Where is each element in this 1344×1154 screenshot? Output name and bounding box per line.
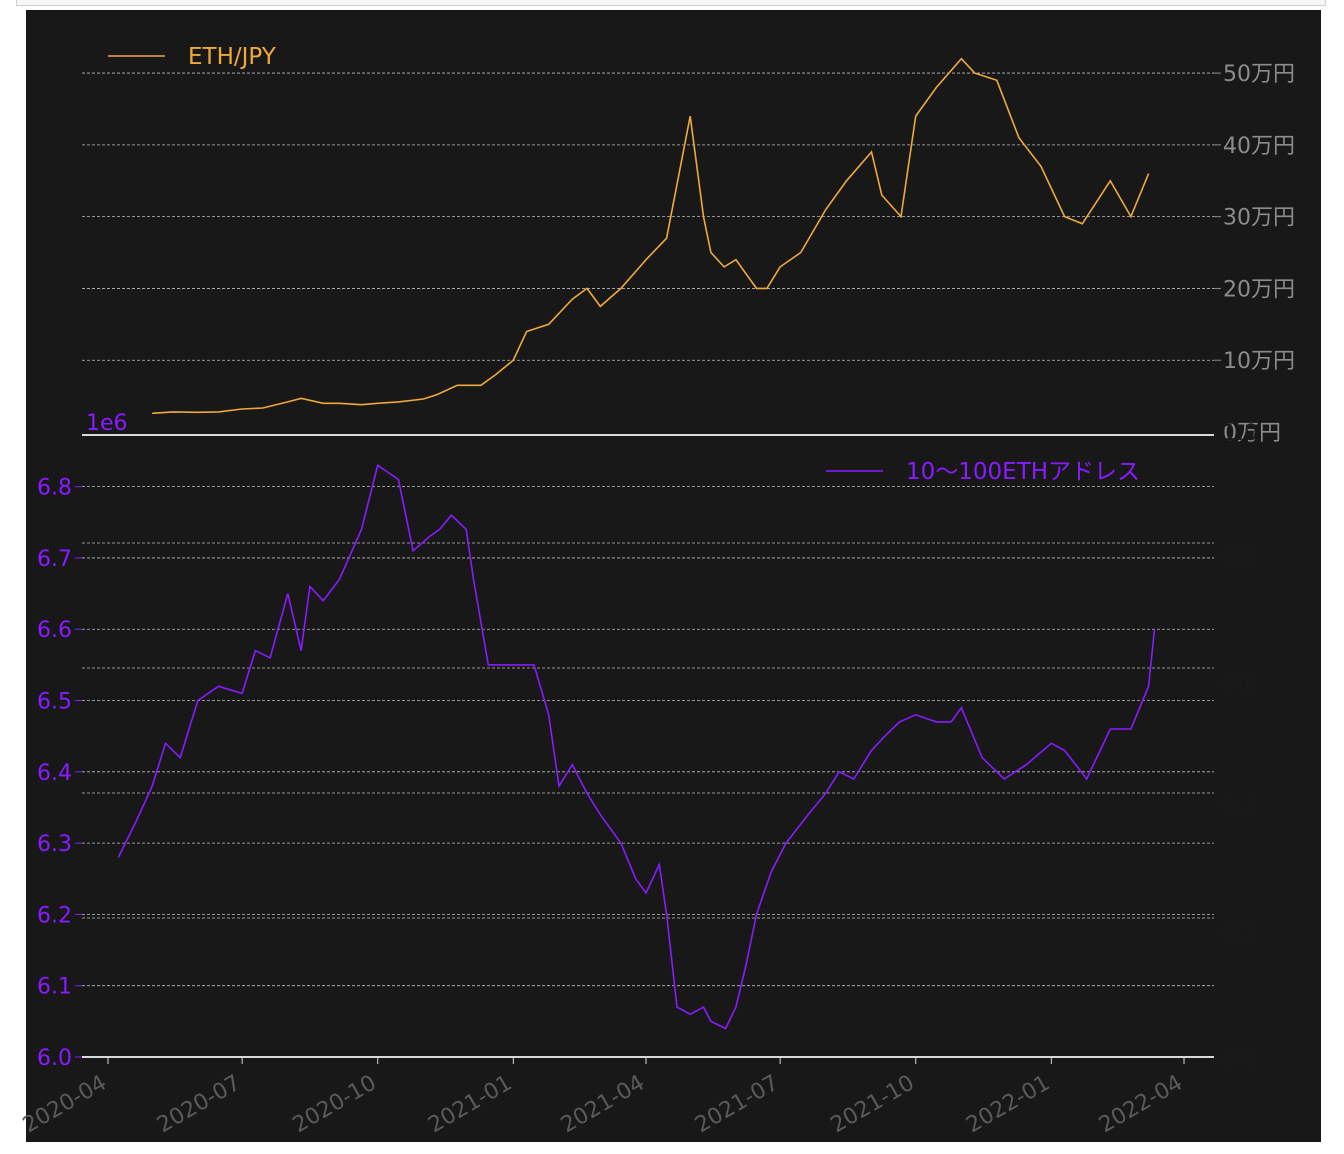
left-y-tick-label: 6.1 <box>37 975 72 1000</box>
right-y-tick-label: 0.8 <box>1223 546 1258 571</box>
bottom-panel-right-y-ticks: 0.0 0.2 0.4 0.6 0.8 1.0 <box>1214 421 1258 1071</box>
top-legend: ETH/JPY <box>108 44 277 70</box>
left-y-tick-label: 6.2 <box>37 903 72 928</box>
left-axis-scale-label: 1e6 <box>86 411 128 436</box>
top-panel-y-ticks: 0万円 10万円 20万円 30万円 40万円 50万円 <box>1214 62 1295 446</box>
window-frame-strip <box>16 0 1326 6</box>
right-y-tick-label: 0.0 <box>1223 1046 1258 1071</box>
left-y-tick-label: 6.0 <box>37 1046 72 1071</box>
right-y-tick-label: 0.6 <box>1223 671 1258 696</box>
bottom-legend: 10〜100ETHアドレス <box>826 459 1140 485</box>
left-y-tick-label: 6.7 <box>37 547 72 572</box>
right-y-tick-label: 1.0 <box>1223 421 1258 446</box>
top-y-tick-label: 40万円 <box>1223 134 1295 159</box>
legend-label-eth-jpy: ETH/JPY <box>188 44 277 70</box>
top-panel-gridlines <box>82 72 1214 361</box>
bottom-panel-gridlines-left-scale <box>82 486 1214 987</box>
right-y-tick-label: 0.4 <box>1223 796 1258 821</box>
eth-jpy-price-line <box>152 57 1150 415</box>
left-y-tick-label: 6.3 <box>37 832 72 857</box>
bottom-panel-left-y-ticks: 6.0 6.1 6.2 6.3 6.4 6.5 6.6 6.7 6.8 <box>37 476 82 1071</box>
top-y-tick-label: 0万円 <box>1223 421 1281 446</box>
left-y-tick-label: 6.4 <box>37 761 72 786</box>
bottom-panel-gridlines-right-scale <box>82 542 1214 919</box>
right-y-tick-label: 0.2 <box>1223 921 1258 946</box>
top-y-tick-label: 50万円 <box>1223 62 1295 87</box>
top-y-tick-label: 30万円 <box>1223 206 1295 231</box>
left-y-tick-label: 6.5 <box>37 690 72 715</box>
legend-label-addresses: 10〜100ETHアドレス <box>906 459 1140 485</box>
left-y-tick-label: 6.6 <box>37 618 72 643</box>
top-y-tick-label: 20万円 <box>1223 277 1295 302</box>
address-count-line <box>117 463 1156 1030</box>
left-y-tick-label: 6.8 <box>37 476 72 501</box>
top-y-tick-label: 10万円 <box>1223 349 1295 374</box>
